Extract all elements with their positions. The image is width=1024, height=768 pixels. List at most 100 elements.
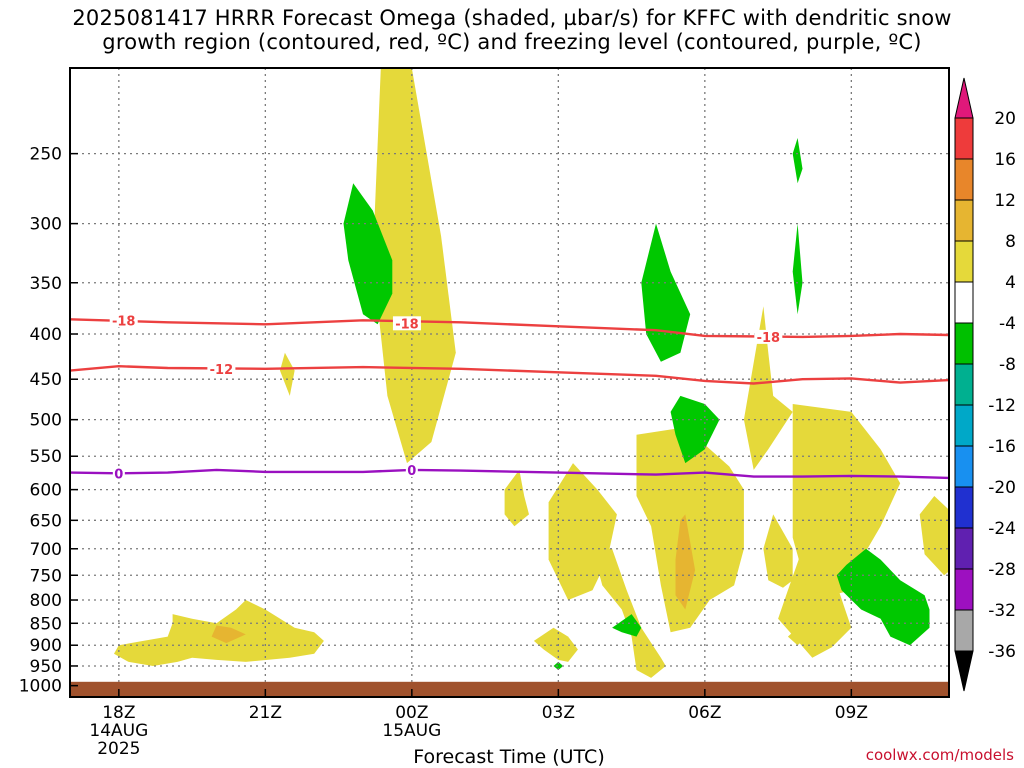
colorbar-label: -12 — [988, 396, 1016, 416]
omega-region-w4 — [636, 427, 744, 633]
chart-title-line-1: 2025081417 HRRR Forecast Omega (shaded, … — [72, 6, 952, 30]
y-tick-label: 750 — [30, 566, 62, 586]
colorbar-label: 12 — [994, 191, 1016, 211]
omega-region-n4 — [670, 395, 720, 464]
omega-region-n4 — [792, 223, 803, 315]
contour-label-background — [392, 316, 421, 331]
colorbar-label: 16 — [994, 150, 1016, 170]
y-tick-label: 1000 — [19, 677, 62, 697]
y-tick-label: 650 — [30, 511, 62, 531]
colorbar-segment — [954, 199, 974, 242]
y-tick-label: 350 — [30, 274, 62, 294]
contour-label: -18 — [757, 331, 781, 346]
colorbar-segment — [954, 158, 974, 201]
colorbar-bottom-triangle — [954, 650, 974, 692]
x-tick-label: 00Z — [395, 703, 428, 723]
colorbar-segment — [954, 609, 974, 652]
omega-region-n4 — [836, 548, 930, 646]
credit-link[interactable]: coolwx.com/models — [866, 746, 1014, 764]
colorbar-segment — [954, 568, 974, 611]
colorbar-label: -8 — [999, 355, 1016, 375]
y-axis: 2503003504004505005506006507007508008509… — [19, 145, 78, 697]
y-tick-label: 900 — [30, 636, 62, 656]
omega-region-w4 — [787, 627, 808, 646]
y-tick-label: 550 — [30, 447, 62, 467]
y-tick-label: 800 — [30, 591, 62, 611]
x-tick-label: 21Z — [249, 703, 282, 723]
y-tick-label: 600 — [30, 481, 62, 501]
contour-label-background — [109, 313, 138, 328]
x-tick-label: 15AUG — [382, 721, 441, 741]
y-tick-label: 400 — [30, 325, 62, 345]
contour-label-background — [112, 466, 125, 481]
contour-label: 0 — [407, 464, 416, 479]
contour-label: 0 — [114, 467, 123, 482]
omega-region-w4 — [919, 496, 949, 576]
omega-region-n4 — [553, 661, 564, 670]
omega-region-w4 — [792, 404, 901, 596]
omega-region-n4 — [792, 138, 803, 184]
colorbar-segment — [954, 240, 974, 283]
y-tick-label: 300 — [30, 215, 62, 235]
isotherm-minus-18 — [70, 318, 949, 339]
omega-region-w4 — [504, 469, 529, 527]
plot-frame — [69, 67, 950, 698]
contour-label-background — [405, 462, 418, 477]
omega-region-w4 — [533, 627, 578, 662]
plot-area: -18 -18 -18 -12 0 0 — [69, 67, 950, 698]
x-tick-label: 14AUG — [89, 721, 148, 741]
colorbar-label: -32 — [988, 601, 1016, 621]
contour-label-background — [207, 361, 236, 376]
y-tick-label: 850 — [30, 614, 62, 634]
x-tick-label: 18Z — [102, 703, 135, 723]
omega-region-w4 — [763, 514, 793, 588]
colorbar-segment — [954, 363, 974, 406]
omega-region-w4 — [743, 306, 793, 470]
contour-label: -18 — [395, 317, 419, 332]
colorbar-label: 20 — [994, 109, 1016, 129]
colorbar-segment — [954, 404, 974, 447]
x-tick-label: 06Z — [688, 703, 721, 723]
chart-title-line-2: growth region (contoured, red, ºC) and f… — [102, 30, 922, 54]
colorbar-segment — [954, 486, 974, 529]
omega-region-w8 — [211, 625, 246, 644]
colorbar-label: -20 — [988, 478, 1016, 498]
colorbar-segment — [954, 281, 974, 324]
y-tick-label: 950 — [30, 657, 62, 677]
x-tick-label: 09Z — [835, 703, 868, 723]
colorbar-segment — [954, 445, 974, 488]
colorbar-segment — [954, 322, 974, 365]
colorbar-segment — [954, 117, 974, 160]
omega-region-w4 — [280, 352, 295, 396]
colorbar-label: -36 — [988, 642, 1016, 662]
omega-region-n4 — [612, 614, 642, 637]
colorbar-legend: 20 16 12 8 4 -4 -8 -12 -16 -20 -24 -28 -32 -36 — [954, 77, 1016, 692]
omega-region-w4 — [548, 463, 617, 600]
isotherm-minus-12 — [70, 364, 949, 385]
colorbar-label: -4 — [999, 314, 1016, 334]
omega-region-n4 — [641, 223, 691, 362]
y-tick-label: 250 — [30, 145, 62, 165]
isotherm-0 — [70, 468, 949, 480]
plot-clip-group: -18 -18 -18 -12 0 0 — [70, 68, 949, 697]
x-tick-label: 03Z — [542, 703, 575, 723]
chart-title: 2025081417 HRRR Forecast Omega (shaded, … — [0, 6, 1024, 54]
colorbar-label: 4 — [1005, 273, 1016, 293]
omega-region-w8 — [675, 514, 696, 610]
contour-label: -18 — [112, 314, 136, 329]
colorbar-label: 8 — [1005, 232, 1016, 252]
x-axis-label: Forecast Time (UTC) — [413, 746, 604, 768]
contour-label-background — [754, 329, 783, 344]
y-tick-label: 700 — [30, 540, 62, 560]
y-tick-label: 450 — [30, 370, 62, 390]
colorbar-label: -24 — [988, 519, 1016, 539]
x-tick-label: 2025 — [97, 739, 140, 759]
ground-below-surface — [70, 681, 949, 697]
contour-label: -12 — [210, 363, 234, 378]
y-tick-label: 500 — [30, 411, 62, 431]
colorbar-segment — [954, 527, 974, 570]
colorbar-label: -16 — [988, 437, 1016, 457]
omega-region-n4 — [343, 183, 393, 325]
